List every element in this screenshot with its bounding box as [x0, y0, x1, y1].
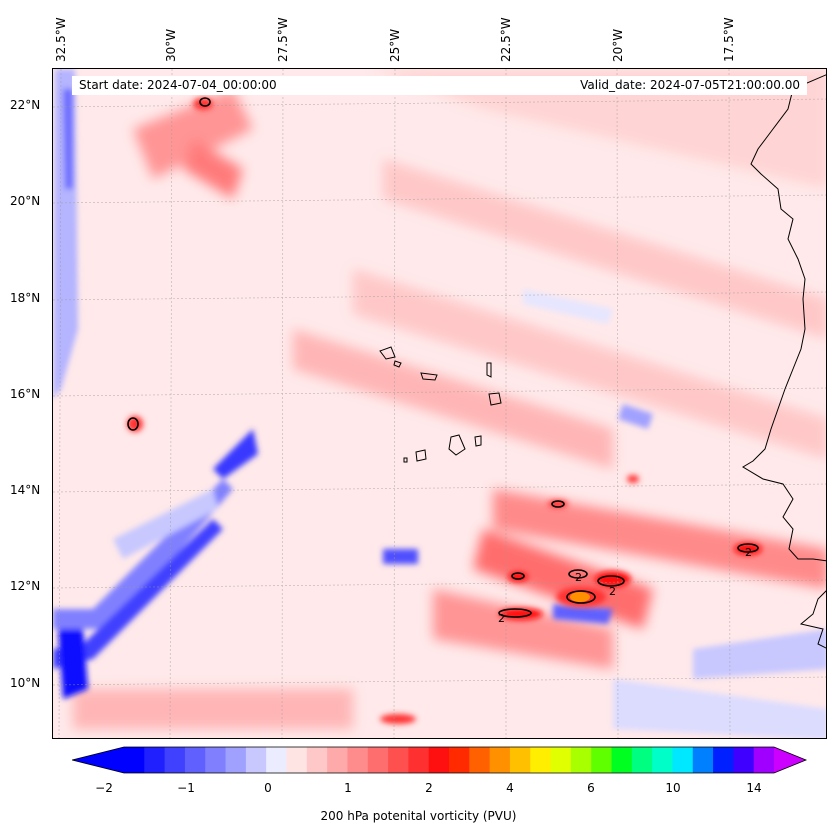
colorbar-tick-label: 6 [587, 781, 595, 795]
lat-label: 10°N [10, 676, 41, 690]
colorbar-segment [408, 747, 430, 773]
colorbar-segment [266, 747, 287, 773]
start-date: Start date: 2024-07-04_00:00:00 [79, 78, 277, 92]
colorbar-tick-label: 10 [665, 781, 681, 795]
colorbar-segment [652, 747, 673, 773]
contour-label: 2 [498, 612, 505, 625]
header-band [72, 76, 807, 95]
colorbar-segment [327, 747, 348, 773]
colorbar-segment [184, 747, 206, 773]
colorbar-segment [449, 747, 470, 773]
colorbar-segment [347, 747, 369, 773]
colorbar-segment [570, 747, 592, 773]
colorbar-segment [388, 747, 409, 773]
lat-label: 20°N [10, 194, 41, 208]
colorbar-segment [164, 747, 186, 773]
colorbar-segment [713, 747, 734, 773]
colorbar-segment [631, 747, 653, 773]
colorbar-segment [428, 747, 450, 773]
colorbar-segment [692, 747, 714, 773]
colorbar-outline [72, 746, 808, 774]
lat-label: 16°N [10, 387, 41, 401]
lat-label: 22°N [10, 98, 41, 112]
lon-label: 30°W [164, 28, 178, 62]
lon-label: 20°W [611, 28, 625, 62]
colorbar-tick-label: −2 [95, 781, 113, 795]
colorbar-segment [225, 747, 247, 773]
lon-label: 22.5°W [499, 17, 513, 62]
colorbar-tick-label: 14 [746, 781, 762, 795]
lon-label: 27.5°W [276, 17, 290, 62]
contour-label: 2 [745, 546, 752, 559]
colorbar-segment [367, 747, 389, 773]
lat-label: 14°N [10, 483, 41, 497]
colorbar-segment [489, 747, 511, 773]
colorbar-extend-high [774, 747, 806, 773]
colorbar-tick-label: 0 [264, 781, 272, 795]
lon-label: 25°W [388, 28, 402, 62]
lon-label: 17.5°W [722, 17, 736, 62]
colorbar-segment [306, 747, 328, 773]
colorbar-label: 200 hPa potenital vorticity (PVU) [320, 809, 517, 823]
pv-field-map: 2 2 2 2 [53, 69, 826, 738]
colorbar-tick-label: 2 [425, 781, 433, 795]
colorbar-segment [509, 747, 531, 773]
colorbar-segment [144, 747, 166, 773]
colorbar-segment [550, 747, 572, 773]
colorbar-segment [591, 747, 612, 773]
lat-label: 18°N [10, 291, 41, 305]
colorbar [72, 746, 808, 774]
colorbar-segment [205, 747, 227, 773]
lon-label: 32.5°W [54, 17, 68, 62]
colorbar-tick-label: 1 [344, 781, 352, 795]
contour-label: 2 [575, 571, 582, 584]
colorbar-segment [469, 747, 491, 773]
colorbar-segment [672, 747, 694, 773]
colorbar-segment [286, 747, 308, 773]
map-area[interactable]: 2 2 2 2 [52, 68, 827, 739]
colorbar-segment [245, 747, 267, 773]
colorbar-tick-label: 4 [506, 781, 514, 795]
colorbar-extend-low [72, 747, 124, 773]
colorbar-segment [530, 747, 552, 773]
contour-label: 2 [609, 585, 616, 598]
colorbar-segment [753, 747, 775, 773]
colorbar-segment [611, 747, 633, 773]
valid-date: Valid_date: 2024-07-05T21:00:00.00 [580, 78, 800, 92]
colorbar-tick-label: −1 [177, 781, 195, 795]
lat-label: 12°N [10, 579, 41, 593]
colorbar-segment [124, 747, 145, 773]
colorbar-segment [733, 747, 755, 773]
